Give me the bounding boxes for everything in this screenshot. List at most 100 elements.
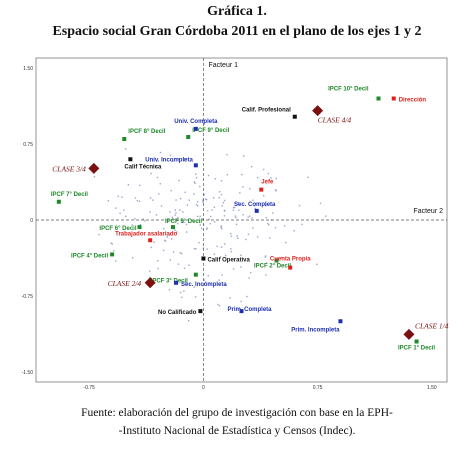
point-marker-ipcf-3-decil bbox=[193, 272, 198, 277]
cloud-point bbox=[274, 227, 277, 229]
cloud-point bbox=[195, 248, 197, 250]
cloud-point bbox=[177, 263, 180, 265]
scatter-plot: Facteur 1 Facteur 2 -0.75 0 0.75 1.50 1.50 0.75… bbox=[22, 57, 449, 391]
cloud-point bbox=[206, 227, 208, 229]
point-label-trabajador-asalariado: Trabajador asalariado bbox=[115, 231, 177, 237]
cloud-point bbox=[249, 272, 252, 274]
cloud-point bbox=[179, 252, 182, 254]
cloud-point bbox=[209, 215, 212, 218]
cloud-point bbox=[209, 223, 212, 225]
cloud-point bbox=[223, 215, 226, 217]
cloud-point bbox=[240, 266, 242, 268]
cloud-point bbox=[134, 217, 136, 220]
cloud-point bbox=[240, 254, 242, 256]
point-label-no-calificado: No Calificado bbox=[158, 310, 197, 316]
cloud-point bbox=[144, 220, 146, 222]
cloud-point bbox=[214, 178, 217, 180]
cloud-point bbox=[183, 221, 185, 224]
cloud-point bbox=[159, 151, 162, 154]
point-label-clase-1-4: CLASE 1/4 bbox=[415, 321, 449, 330]
cloud-point bbox=[230, 250, 233, 253]
point-marker-trabajador-asalariado bbox=[148, 238, 153, 243]
cloud-point bbox=[241, 173, 243, 176]
x-tick-label: 0 bbox=[202, 385, 205, 391]
cloud-point bbox=[157, 260, 159, 262]
cloud-point bbox=[169, 154, 172, 157]
class-marker-clase-1-4 bbox=[403, 328, 415, 340]
cloud-point bbox=[114, 260, 117, 262]
cloud-point bbox=[139, 223, 142, 226]
cloud-point bbox=[265, 203, 267, 206]
y-tick-label: -0.75 bbox=[22, 294, 34, 300]
point-marker-cuenta-propia bbox=[288, 265, 293, 270]
point-label-ipcf-5-decil: IPCF 5° Decil bbox=[165, 219, 202, 225]
cloud-point bbox=[131, 224, 133, 226]
cloud-point bbox=[220, 180, 223, 182]
point-label-sec-incompleta: Sec. Incompleta bbox=[181, 282, 227, 288]
cloud-point bbox=[149, 197, 152, 199]
cloud-point bbox=[262, 168, 265, 171]
cloud-point bbox=[220, 193, 223, 196]
cloud-point bbox=[226, 173, 228, 176]
cloud-point bbox=[119, 212, 121, 214]
cloud-point bbox=[206, 248, 208, 250]
cloud-point bbox=[220, 225, 223, 227]
cloud-point bbox=[293, 230, 295, 232]
cloud-point bbox=[206, 228, 208, 230]
cloud-point bbox=[131, 257, 134, 259]
cloud-point bbox=[175, 212, 177, 214]
cloud-point bbox=[235, 216, 237, 219]
cloud-point bbox=[168, 288, 171, 291]
point-marker-ipcf-9-decil bbox=[186, 134, 191, 139]
cloud-point bbox=[150, 172, 152, 175]
cloud-point bbox=[202, 218, 204, 220]
point-label-direccion: Dirección bbox=[399, 98, 427, 104]
source-note-line1: Fuente: elaboración del grupo de investi… bbox=[81, 407, 393, 419]
cloud-point bbox=[204, 198, 207, 200]
point-label-calif-profesional: Calif. Profesional bbox=[242, 108, 291, 114]
point-marker-ipcf-7-decil bbox=[56, 199, 61, 204]
cloud-point bbox=[232, 207, 235, 209]
axis-label-factor2: Facteur 2 bbox=[413, 208, 443, 215]
cloud-point bbox=[195, 176, 198, 179]
cloud-point bbox=[222, 201, 225, 204]
cloud-point bbox=[213, 206, 216, 208]
cloud-point bbox=[203, 279, 205, 281]
cloud-point bbox=[186, 204, 189, 206]
cloud-point bbox=[193, 286, 195, 288]
cloud-point bbox=[110, 242, 112, 244]
point-marker-prim-completa bbox=[239, 309, 244, 314]
cloud-point bbox=[218, 304, 221, 307]
cloud-point bbox=[237, 202, 239, 204]
cloud-point bbox=[249, 215, 251, 217]
cloud-point bbox=[307, 176, 309, 179]
cloud-point bbox=[149, 211, 151, 213]
cloud-point bbox=[252, 227, 254, 229]
cloud-point bbox=[236, 235, 238, 237]
cloud-point bbox=[230, 233, 232, 235]
point-label-ipcf-7-decil: IPCF 7° Decil bbox=[51, 192, 88, 198]
cloud-point bbox=[285, 241, 287, 244]
cloud-point bbox=[203, 193, 205, 196]
point-marker-univ-completa bbox=[193, 126, 198, 131]
cloud-point bbox=[275, 190, 277, 192]
cloud-point bbox=[250, 166, 253, 168]
point-label-clase-3-4: CLASE 3/4 bbox=[52, 164, 86, 173]
cloud-point bbox=[247, 233, 250, 235]
cloud-point bbox=[93, 175, 96, 178]
cloud-point bbox=[264, 256, 266, 258]
point-marker-sec-completa bbox=[254, 208, 259, 213]
cloud-point bbox=[134, 197, 137, 199]
cloud-point bbox=[150, 246, 152, 249]
figure-subtitle: Espacio social Gran Córdoba 2011 en el p… bbox=[52, 24, 422, 39]
cloud-point bbox=[211, 209, 213, 211]
point-marker-univ-incompleta bbox=[193, 163, 198, 168]
cloud-point bbox=[195, 173, 197, 175]
cloud-point bbox=[160, 205, 163, 207]
point-label-prim-completa: Prim. Completa bbox=[227, 307, 272, 313]
cloud-point bbox=[177, 216, 179, 219]
cloud-point bbox=[183, 157, 186, 160]
cloud-point bbox=[218, 279, 220, 281]
cloud-point bbox=[172, 251, 175, 253]
cloud-point bbox=[170, 238, 173, 240]
